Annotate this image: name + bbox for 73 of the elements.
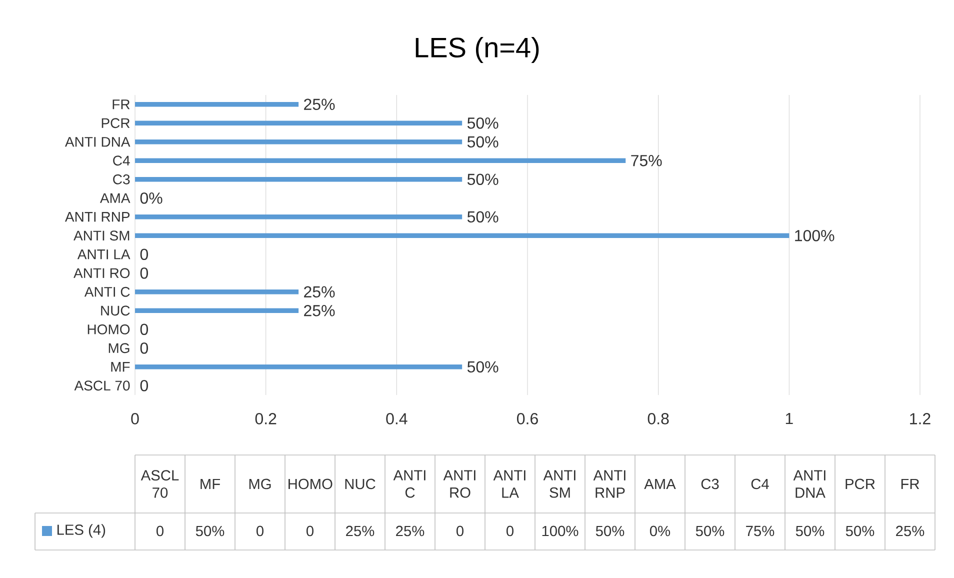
x-tick-label: 1.2 [910,413,930,424]
text: 50% [196,526,224,536]
category-label: AMA [644,478,676,490]
y-tick-label: ASCL 70 [74,380,130,391]
category-label: PCR [846,478,875,490]
text: 100% [542,526,578,536]
data-label: 25% [304,98,335,110]
text: 50% [696,526,724,536]
data-label: 0 [140,267,148,279]
category-label: ANTI RO [443,470,476,498]
data-label: 0 [140,380,148,392]
data-label: 0 [140,324,148,336]
data-label: 50% [467,211,498,223]
y-tick-label: HOMO [88,324,130,334]
text: 0 [456,526,464,536]
text: 50% [796,526,824,536]
x-tick-label: 0.2 [255,413,276,424]
y-tick-label: NUC [101,306,130,316]
y-tick-label: C4 [113,156,130,166]
category-label: ANTI RNP [593,470,626,498]
y-tick-label: AMA [100,193,130,203]
x-tick-label: 0.6 [517,413,538,424]
data-label: 50% [467,174,498,186]
y-tick-label: ANTI RNP [64,212,130,222]
x-tick-label: 0 [131,413,139,424]
category-label: ANTI DNA [793,470,826,498]
y-tick-label: ANTI RO [74,268,130,278]
x-tick-label: 0.8 [648,413,669,424]
y-tick-label: ANTI SM [74,230,130,241]
text: 0 [306,526,314,536]
text: 25% [346,526,374,536]
y-tick-label: C3 [113,174,130,184]
text: 25% [396,526,424,536]
y-tick-label: ANTI DNA [64,137,130,147]
data-label: 0 [140,342,148,354]
category-label: ANTI SM [543,470,576,498]
data-label: 0% [140,192,162,204]
y-tick-label: ANTI C [84,286,130,297]
category-label: NUC [345,478,376,490]
text: 0 [156,526,164,536]
category-label: ANTI LA [493,470,526,498]
data-label: 50% [467,361,498,373]
text: 0 [506,526,514,536]
category-label: ASCL 70 [140,470,179,498]
y-tick-label: MF [111,362,130,372]
text: 75% [746,526,774,536]
category-label: C4 [751,478,769,490]
y-tick-label: ANTI LA [77,250,130,260]
x-tick-label: 0.4 [386,413,408,424]
legend-label: LES (4) [57,524,106,538]
category-label: MF [200,478,220,490]
data-label: 25% [304,286,335,298]
data-label: 0 [140,248,148,260]
text: 50% [596,526,624,536]
category-label: FR [901,478,920,490]
category-label: C3 [701,478,719,490]
y-tick-label: PCR [102,118,130,128]
text: 0 [256,526,264,536]
data-label: 25% [304,304,335,316]
y-tick-label: FR [112,100,130,110]
chart-title: LES (n=4) [416,36,539,64]
category-label: MG [249,478,271,490]
text: 25% [896,526,924,536]
x-tick-label: 1 [786,413,793,424]
y-tick-label: MG [108,343,130,354]
text: 0% [650,526,670,536]
data-label: 50% [467,117,498,129]
text: 50% [846,526,874,536]
data-label: 75% [631,154,662,166]
data-label: 50% [467,136,498,148]
category-label: ANTI C [393,470,426,498]
data-label: 100% [795,230,834,242]
category-label: HOMO [288,478,332,490]
